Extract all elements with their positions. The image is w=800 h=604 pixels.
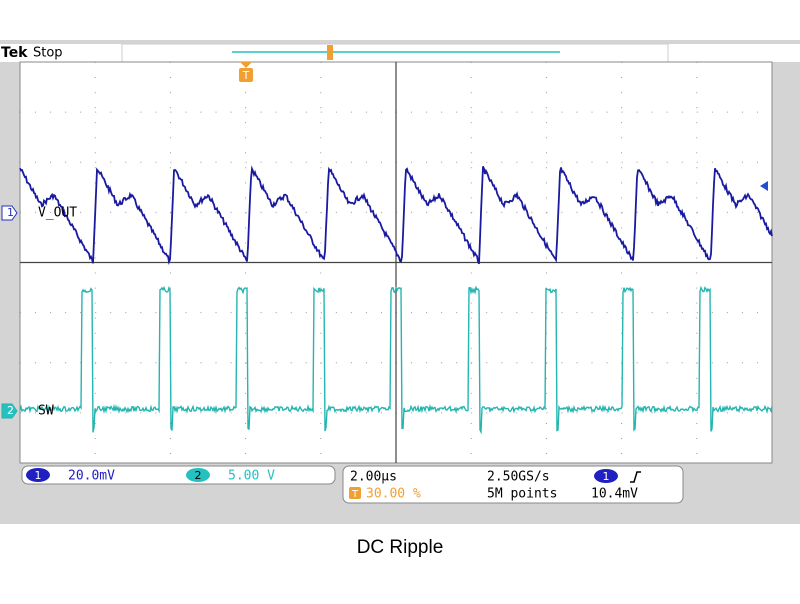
ch2-badge xyxy=(186,468,210,482)
ch2-badge-number: 2 xyxy=(195,469,202,482)
sw-trace xyxy=(19,285,773,435)
ch1-badge xyxy=(26,468,50,482)
channel-readout xyxy=(21,465,336,485)
caption: DC Ripple xyxy=(357,537,444,558)
trigger-icon xyxy=(239,68,253,82)
trigger-arrow xyxy=(240,62,252,68)
ch1-marker-number: 1 xyxy=(7,206,14,219)
trigger-level-marker xyxy=(760,181,768,191)
ch2-label: SW xyxy=(38,404,54,419)
trigger-position: 30.00 % xyxy=(366,487,421,502)
sample-rate: 2.50GS/s xyxy=(487,470,550,485)
time-scale: 2.00µs xyxy=(350,470,397,485)
ch2-scale: 5.00 V xyxy=(228,469,275,484)
ch2-marker-number: 2 xyxy=(7,404,14,417)
ch1-scale: 20.0mV xyxy=(68,469,115,484)
trigger-level: 10.4mV xyxy=(591,487,638,502)
position-icon-box xyxy=(349,487,361,499)
record-bar xyxy=(121,43,669,63)
position-icon: T xyxy=(351,489,359,500)
trigger-channel: 1 xyxy=(603,470,610,483)
record-marker xyxy=(327,45,333,60)
status: Stop xyxy=(33,46,63,61)
ch2-marker xyxy=(1,403,18,419)
trigger-channel-badge xyxy=(594,469,618,483)
trigger-edge-icon xyxy=(630,471,641,483)
trigger-marker: T xyxy=(242,69,250,82)
ch1-marker xyxy=(1,205,18,221)
ch1-label: V_OUT xyxy=(38,206,77,221)
record-length: 5M points xyxy=(487,487,557,502)
ch1-badge-number: 1 xyxy=(35,469,42,482)
grid xyxy=(20,62,772,463)
brand: Tek xyxy=(1,45,28,61)
vout-trace xyxy=(19,165,773,266)
